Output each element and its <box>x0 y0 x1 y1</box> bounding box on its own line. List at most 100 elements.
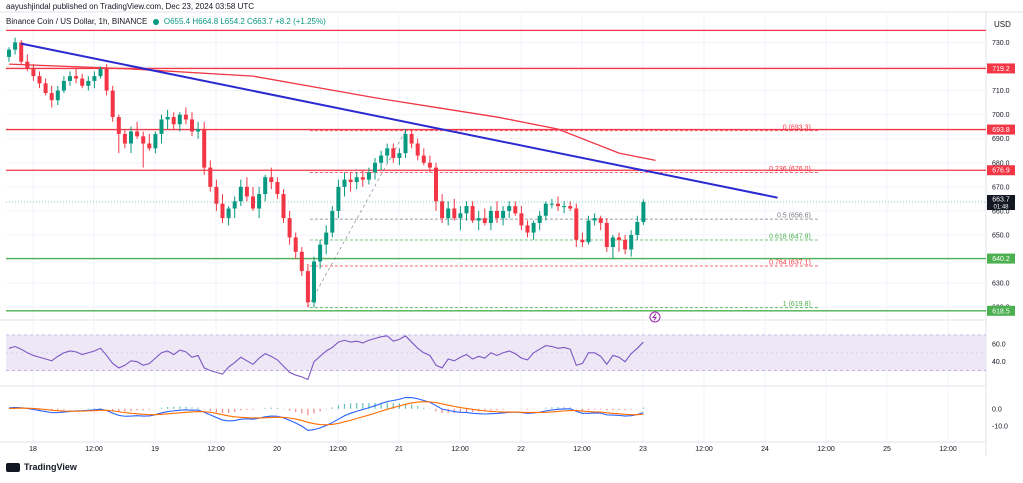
candle-body <box>592 218 597 221</box>
candle-body <box>366 172 371 180</box>
candle-body <box>513 206 518 214</box>
price-level-tag-label: 676.9 <box>992 168 1010 175</box>
candle-body <box>519 213 524 226</box>
candle-body <box>74 76 79 79</box>
price-tick-label: 650.0 <box>992 232 1010 239</box>
market-status-icon <box>152 18 159 25</box>
bar-countdown-label: 01:48 <box>993 205 1009 211</box>
candle-body <box>49 92 54 101</box>
candle-body <box>110 90 115 118</box>
candle-body <box>330 210 335 233</box>
candle-body <box>464 206 469 214</box>
candle-body <box>13 42 18 50</box>
candle-body <box>263 177 268 195</box>
candle-body <box>525 225 530 233</box>
time-tick-label: 23 <box>639 446 647 453</box>
candle-body <box>458 213 463 219</box>
candle-body <box>488 210 493 223</box>
candle-body <box>312 261 316 303</box>
candle-body <box>543 203 548 216</box>
publisher-line: aayushjindal published on TradingView.co… <box>6 2 255 11</box>
candle-body <box>159 119 164 134</box>
fib-level-label: 0.618 (647.9) <box>769 234 811 241</box>
candle-body <box>641 202 646 222</box>
candle-body <box>190 119 194 132</box>
candle-body <box>251 196 255 209</box>
candle-body <box>562 206 567 208</box>
candle-body <box>104 68 109 91</box>
candle-body <box>257 194 262 209</box>
candle-body <box>446 208 451 219</box>
candle-body <box>586 220 591 243</box>
price-level-tag-label: 719.2 <box>992 66 1010 73</box>
price-level-tag-label: 640.2 <box>992 256 1010 263</box>
tradingview-logo-icon <box>6 463 20 473</box>
candle-body <box>403 133 408 154</box>
candle-body <box>415 143 420 156</box>
candle-body <box>507 206 512 211</box>
time-tick-label: 18 <box>29 446 37 453</box>
price-tick-label: 670.0 <box>992 184 1010 191</box>
fib-level-label: 0 (693.3) <box>783 124 811 131</box>
candle-body <box>373 162 377 173</box>
candle-body <box>617 237 621 240</box>
candle-body <box>31 68 36 77</box>
rsi-tick-label: 60.0 <box>992 341 1006 348</box>
candle-body <box>537 215 542 223</box>
candle-body <box>7 49 11 57</box>
price-tick-label: 630.0 <box>992 281 1010 288</box>
candle-body <box>238 186 243 202</box>
candle-body <box>165 117 170 120</box>
candle-body <box>135 131 140 137</box>
candle-body <box>348 179 353 183</box>
time-tick-label: 21 <box>395 446 403 453</box>
candle-body <box>183 114 188 120</box>
currency-label: USD <box>994 20 1011 29</box>
candle-body <box>379 155 384 163</box>
candle-body <box>440 201 445 219</box>
candle-body <box>495 210 499 219</box>
candle-body <box>385 148 390 156</box>
macd-tick-label: 0.0 <box>992 406 1002 413</box>
candle-body <box>580 239 585 243</box>
candle-body <box>171 117 176 125</box>
price-tick-label: 690.0 <box>992 136 1010 143</box>
candle-body <box>623 239 628 250</box>
candle-body <box>293 237 298 252</box>
symbol-title: Binance Coin / US Dollar, 1h, BINANCE <box>6 17 148 26</box>
candle-body <box>196 129 201 132</box>
price-level-tag-label: 618.5 <box>992 308 1010 315</box>
candle-body <box>275 182 280 195</box>
time-tick-label: 22 <box>517 446 525 453</box>
fib-diagonal <box>307 130 406 308</box>
brand-name: TradingView <box>24 462 77 472</box>
candle-body <box>470 206 475 221</box>
time-tick-label: 12:00 <box>207 446 225 453</box>
tradingview-logo: TradingView <box>6 462 77 473</box>
candle-body <box>324 232 329 245</box>
time-tick-label: 20 <box>273 446 281 453</box>
candle-body <box>202 129 207 168</box>
candle-body <box>391 148 396 158</box>
candle-body <box>116 117 121 134</box>
candle-body <box>598 218 603 223</box>
candle-body <box>269 177 274 183</box>
fib-level-label: 1 (619.8) <box>783 301 811 308</box>
macd-signal-line <box>8 401 644 426</box>
candle-body <box>556 203 560 207</box>
candle-body <box>43 83 48 93</box>
candle-body <box>629 234 634 250</box>
candle-body <box>427 162 432 168</box>
candle-body <box>434 167 438 202</box>
candle-body <box>482 218 487 223</box>
candle-body <box>604 222 609 248</box>
candle-body <box>299 251 304 272</box>
rsi-line <box>8 335 644 381</box>
price-level-tag-label: 693.8 <box>992 127 1010 134</box>
candle-body <box>141 136 146 144</box>
ohlc-values: O655.4 H664.8 L654.2 C663.7 +8.2 (+1.25%… <box>163 17 326 26</box>
candle-body <box>68 76 72 81</box>
candle-body <box>281 194 286 219</box>
